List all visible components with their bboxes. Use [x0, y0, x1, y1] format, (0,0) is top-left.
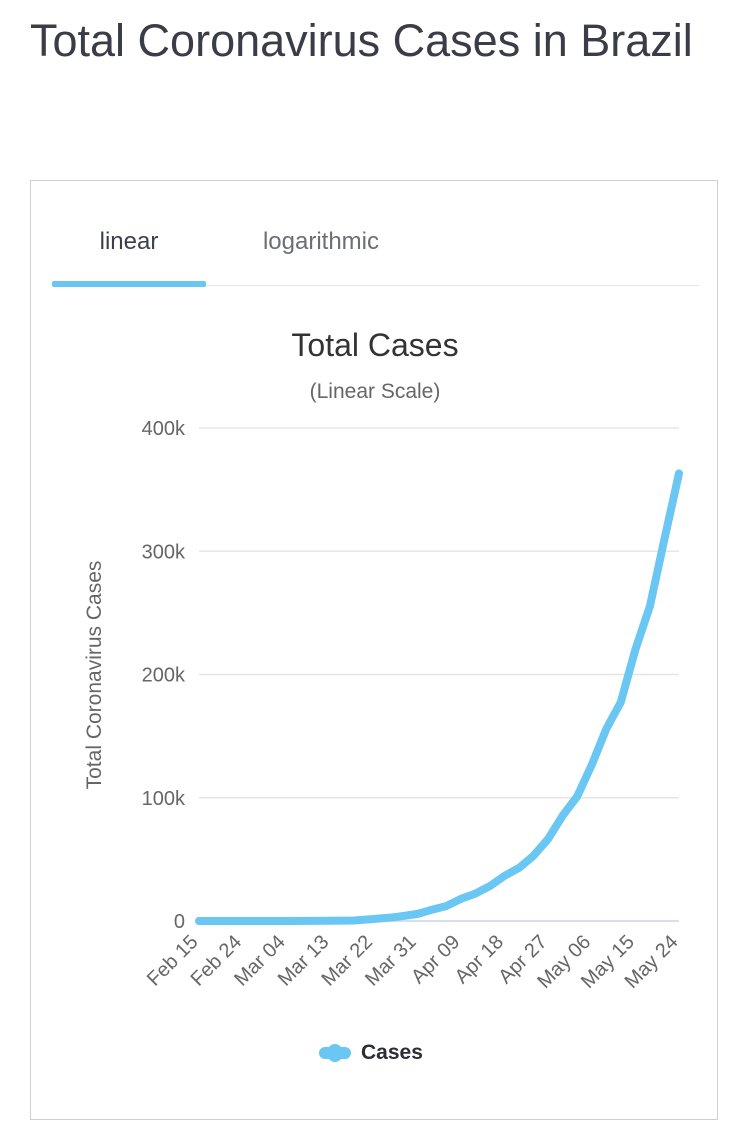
y-axis-title: Total Coronavirus Cases — [83, 561, 106, 790]
legend-swatch — [319, 1044, 351, 1062]
data-point — [617, 699, 624, 706]
data-point — [574, 793, 581, 800]
data-point — [472, 890, 479, 897]
data-point — [588, 762, 595, 768]
chart-card: linear logarithmic Total Cases (Linear S… — [30, 180, 718, 1120]
active-tab-indicator — [52, 281, 206, 287]
data-point — [632, 646, 639, 653]
y-tick-label: 0 — [174, 911, 185, 933]
data-point — [428, 906, 435, 913]
data-point — [661, 535, 668, 542]
data-point — [676, 470, 682, 477]
data-point — [389, 914, 396, 921]
y-axis-ticks: 0 100k 200k 300k 400k — [142, 418, 186, 933]
data-point — [326, 917, 333, 924]
data-point — [646, 603, 653, 610]
legend-item-cases[interactable]: Cases — [319, 1039, 423, 1067]
data-point — [530, 852, 537, 859]
data-point — [559, 812, 566, 819]
data-point — [516, 864, 522, 871]
data-point — [603, 725, 610, 732]
data-point — [414, 911, 421, 917]
tab-linear[interactable]: linear — [99, 228, 159, 255]
y-tick-label: 200k — [142, 665, 186, 687]
line-chart: Total Cases (Linear Scale) Total Coronav… — [83, 327, 683, 993]
series-line-cases — [195, 469, 683, 925]
grid-lines — [199, 427, 679, 922]
data-point — [545, 836, 552, 842]
page-title: Total Coronavirus Cases in Brazil — [30, 15, 693, 66]
data-point — [196, 918, 202, 924]
data-point — [239, 918, 246, 924]
y-tick-label: 100k — [142, 788, 186, 810]
tab-logarithmic[interactable]: logarithmic — [262, 228, 380, 255]
data-point — [457, 895, 464, 902]
legend-label: Cases — [361, 1041, 423, 1064]
x-tick-label: Apr 09 — [407, 931, 464, 988]
data-point — [351, 917, 358, 924]
y-tick-label: 300k — [142, 541, 186, 563]
series-layer — [195, 469, 683, 925]
data-point — [370, 916, 377, 922]
data-point — [486, 883, 493, 890]
scale-tabs: linear logarithmic — [52, 221, 699, 287]
chart-subtitle: (Linear Scale) — [310, 380, 441, 403]
data-point — [283, 918, 290, 924]
x-tick-label: Apr 18 — [451, 931, 508, 988]
data-point — [443, 903, 450, 910]
chart-title: Total Cases — [291, 327, 458, 363]
data-point — [501, 872, 508, 879]
y-tick-label: 400k — [142, 418, 186, 440]
